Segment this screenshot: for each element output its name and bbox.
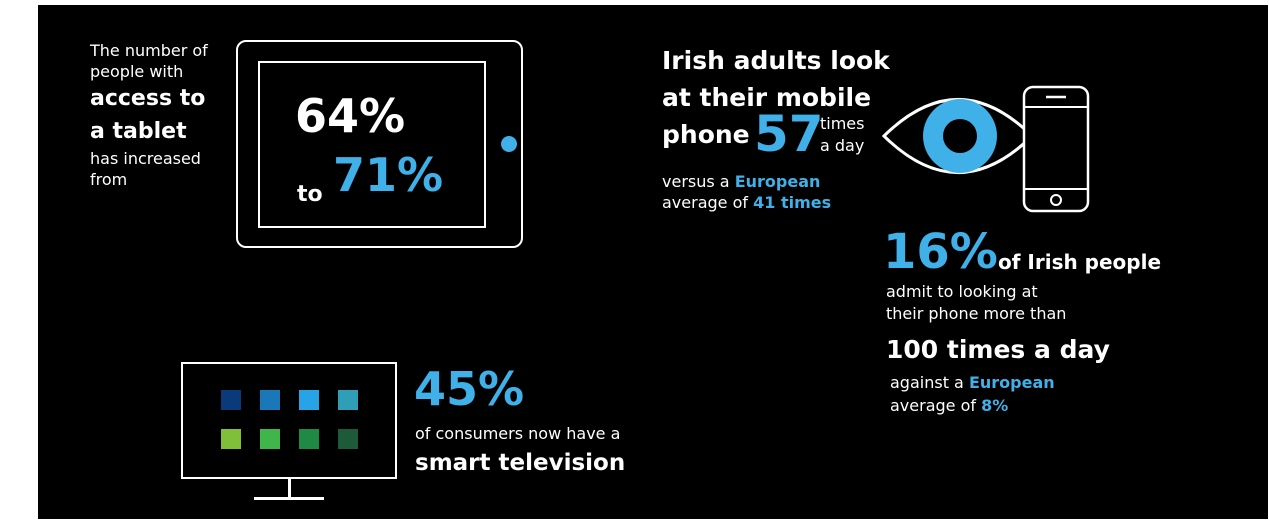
mobile-average-highlight: 41 times: [753, 193, 832, 212]
tablet-text-line2: people with: [90, 62, 184, 81]
tv-tile: [299, 390, 319, 410]
phone-habit-comparison: against a European average of 8%: [890, 371, 1055, 417]
tv-tile: [338, 429, 358, 449]
phone-habit-suffix: of Irish people: [998, 250, 1162, 274]
tv-stand-base: [254, 497, 324, 500]
tv-tile: [260, 390, 280, 410]
mobile-average-prefix: average of: [662, 193, 749, 212]
tv-tile: [221, 429, 241, 449]
phone-habit-against-prefix: against a: [890, 373, 964, 392]
tablet-to-word: to: [297, 182, 323, 207]
tablet-text-line1: The number of: [90, 41, 208, 60]
mobile-versus-prefix: versus a: [662, 172, 730, 191]
infographic-panel: The number of people with access to a ta…: [38, 5, 1268, 519]
mobile-headline: Irish adults look at their mobile phone: [662, 42, 890, 153]
phone-habit-line2: their phone more than: [886, 304, 1067, 323]
mobile-count: 57: [754, 105, 824, 163]
mobile-versus-highlight: European: [734, 172, 821, 191]
tv-description: of consumers now have a: [415, 424, 621, 443]
tv-tile: [221, 390, 241, 410]
tablet-text-line6: from: [90, 170, 128, 189]
tablet-text-line4: a tablet: [90, 119, 187, 144]
mobile-headline-line2: at their mobile: [662, 83, 872, 112]
phone-habit-headline: 100 times a day: [886, 335, 1110, 364]
tablet-home-button: [501, 136, 517, 152]
phone-habit-description: admit to looking at their phone more tha…: [886, 281, 1066, 325]
tv-tile: [260, 429, 280, 449]
tv-tile: [338, 390, 358, 410]
mobile-comparison: versus a European average of 41 times: [662, 171, 831, 213]
tv-percent: 45%: [414, 362, 525, 416]
tv-headline: smart television: [415, 450, 626, 476]
tablet-screen: [258, 61, 486, 228]
mobile-headline-line3: phone: [662, 120, 750, 149]
tablet-text-line3: access to: [90, 86, 206, 111]
phone-habit-average-prefix: average of: [890, 396, 977, 415]
phone-habit-against-highlight: European: [968, 373, 1055, 392]
tablet-text-line5: has increased: [90, 149, 201, 168]
tablet-from-percent: 64%: [295, 89, 406, 143]
tablet-description: The number of people with access to a ta…: [90, 40, 240, 190]
tablet-icon: [236, 40, 523, 248]
phone-habit-line1: admit to looking at: [886, 282, 1038, 301]
phone-habit-percent: 16%: [883, 224, 998, 280]
mobile-times-line2: a day: [820, 136, 865, 155]
tv-tile: [299, 429, 319, 449]
tablet-to-percent: 71%: [333, 148, 444, 202]
mobile-headline-line1: Irish adults look: [662, 46, 890, 75]
phone-habit-average-highlight: 8%: [981, 396, 1009, 415]
eye-icon: [881, 98, 1035, 174]
mobile-times-label: times a day: [820, 113, 864, 157]
tv-stand-neck: [288, 479, 291, 497]
television-icon: [181, 362, 397, 479]
smartphone-icon: [1022, 85, 1090, 213]
mobile-times-line1: times: [820, 114, 865, 133]
